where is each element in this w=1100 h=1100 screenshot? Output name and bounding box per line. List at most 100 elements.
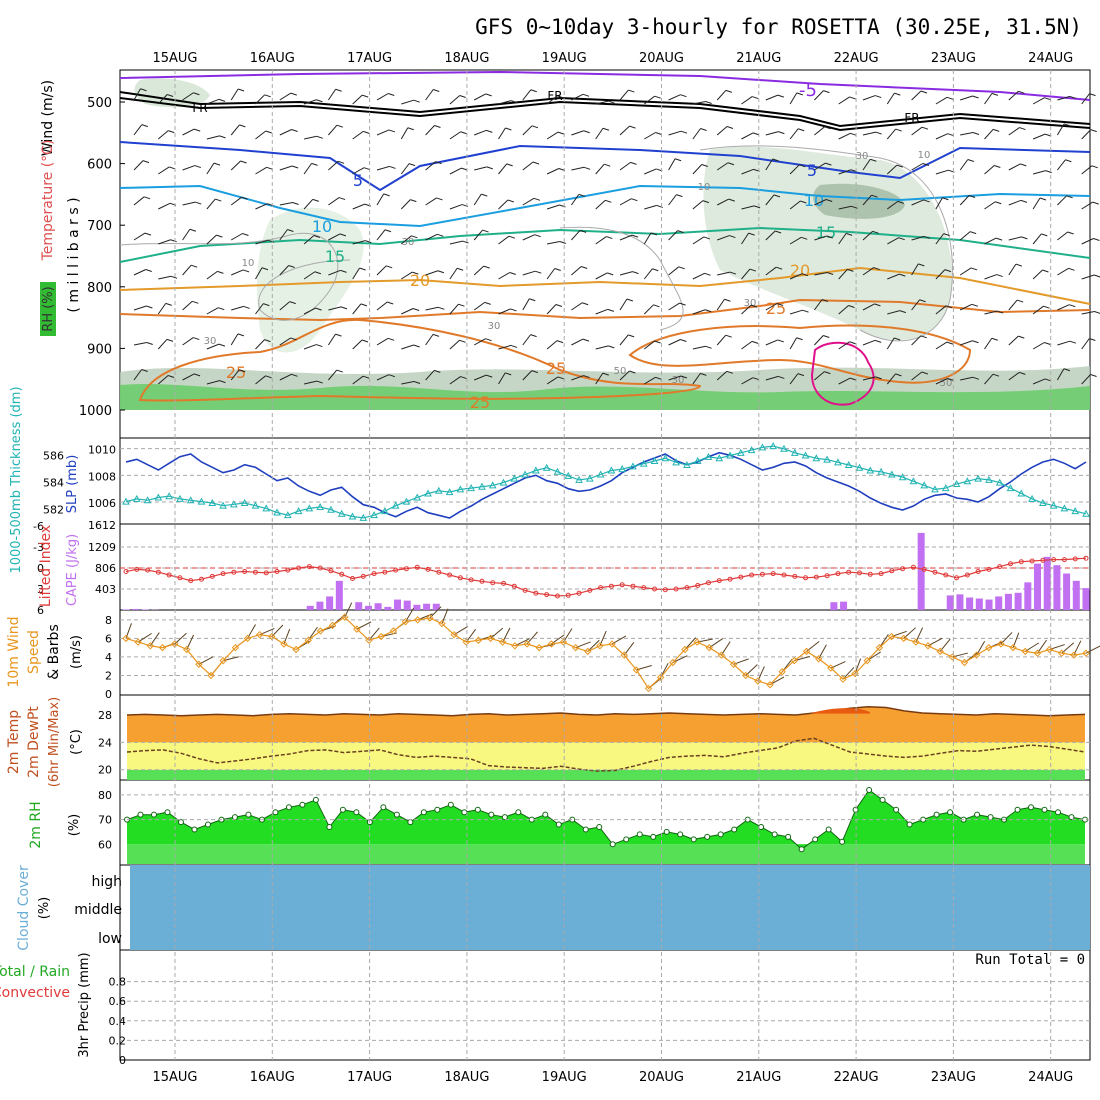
li-point <box>986 566 992 572</box>
upper-barb <box>911 371 923 381</box>
li-point <box>630 583 636 589</box>
cloud-unit: (%) <box>37 897 52 920</box>
rh-point <box>353 809 360 816</box>
upper-barb <box>1081 374 1091 385</box>
thickness-point <box>456 485 465 493</box>
upper-barb-flag <box>680 375 688 379</box>
wind-point <box>231 643 240 652</box>
date-bottom-9: 24AUG <box>1028 1070 1073 1085</box>
upper-barb <box>644 204 657 210</box>
date-labels-top: 15AUG 16AUG 17AUG 18AUG 19AUG 20AUG 21AUG 22AUG… <box>152 51 1073 66</box>
thickness-point <box>672 458 680 466</box>
upper-barb <box>474 166 487 171</box>
upper-barb-flag <box>363 130 370 134</box>
upper-barb <box>1081 238 1094 245</box>
upper-barb <box>959 231 971 241</box>
upper-barb-flag <box>145 269 152 272</box>
upper-barb-flag <box>559 241 567 244</box>
wind-point <box>474 636 483 644</box>
upper-barb <box>522 270 536 276</box>
li-point <box>695 583 701 588</box>
upper-barb-flag <box>655 132 662 135</box>
upper-barb-flag <box>824 371 831 375</box>
li-point <box>608 583 614 589</box>
thickness-point <box>197 497 206 505</box>
date-bottom-4: 19AUG <box>542 1070 587 1085</box>
precip-tick-4: 0 <box>119 1054 126 1067</box>
wind-labels: 10m Wind Speed & Barbs (m/s) <box>6 616 84 687</box>
li-tick-0: -6 <box>33 520 44 533</box>
upper-barb-flag <box>946 341 954 345</box>
upper-barb-flag <box>193 92 200 96</box>
upper-barb-flag <box>243 305 250 309</box>
contour-label-rh30-d: 30 <box>856 151 869 162</box>
upper-barb <box>595 272 608 280</box>
upper-rh-label-bg <box>40 282 56 336</box>
li-point <box>1083 555 1089 561</box>
upper-barb-flag <box>166 338 174 342</box>
upper-barb <box>911 163 924 171</box>
wind-point <box>717 651 726 659</box>
upper-barb-flag <box>362 375 370 379</box>
wind-tick-0: 8 <box>105 614 112 627</box>
upper-barb <box>886 92 895 105</box>
upper-barb <box>1056 368 1065 381</box>
thickness-point <box>402 497 411 505</box>
rh-point <box>1041 806 1048 813</box>
upper-barb <box>862 95 876 101</box>
upper-barb <box>668 266 680 276</box>
cape-bar <box>335 580 343 610</box>
upper-barb-flag <box>776 266 783 270</box>
li-point <box>975 569 981 574</box>
upper-barb-flag <box>680 339 687 342</box>
li-point <box>576 590 582 596</box>
upper-barb <box>133 342 147 346</box>
upper-barb <box>911 263 919 276</box>
upper-barb <box>668 375 682 381</box>
wind-barb <box>174 632 187 645</box>
cape-bar <box>946 595 954 610</box>
li-point <box>846 569 852 575</box>
temp-panel: 28 24 20 <box>98 706 1090 780</box>
li-point <box>328 568 334 574</box>
upper-barb <box>328 124 338 136</box>
upper-barb <box>595 127 604 140</box>
upper-barb-flag <box>1018 90 1025 94</box>
thickness-point <box>888 470 896 478</box>
upper-barb <box>814 371 825 381</box>
upper-barb <box>230 124 240 136</box>
li-point <box>598 585 604 591</box>
temp-line <box>126 706 1086 717</box>
slp-series-line <box>125 451 1087 519</box>
thick-tick-2: 582 <box>43 504 64 517</box>
upper-barb <box>498 199 509 210</box>
upper-barb-flag <box>1091 165 1098 169</box>
upper-barb-flag <box>971 303 979 307</box>
upper-barb-flag <box>1090 129 1097 133</box>
slp-label: SLP (mb) <box>65 455 80 514</box>
rh-point <box>839 838 846 845</box>
slp-tick-2: 1006 <box>88 497 116 510</box>
li-point <box>673 586 679 592</box>
thickness-point <box>359 513 368 521</box>
upper-barb <box>449 131 461 140</box>
upper-barb <box>328 269 341 276</box>
upper-barb-flag <box>239 369 246 373</box>
upper-barb <box>352 240 366 245</box>
upper-barb <box>158 202 171 210</box>
upper-barb-flag <box>1089 338 1096 341</box>
wind-barb <box>465 628 477 643</box>
wind-barb <box>903 627 916 639</box>
temp-label-b: 2m DewPt <box>26 706 42 778</box>
upper-barb <box>352 375 364 385</box>
upper-barb <box>400 199 411 210</box>
thickness-point <box>780 444 788 452</box>
thickness-point <box>985 475 993 483</box>
upper-barb <box>1081 165 1093 175</box>
upper-barb-flag <box>1043 305 1050 309</box>
upper-barb <box>425 125 435 136</box>
upper-ytick-5: 1000 <box>79 404 112 419</box>
temp-contour-t15 <box>119 226 1091 263</box>
li-point <box>1029 558 1035 564</box>
